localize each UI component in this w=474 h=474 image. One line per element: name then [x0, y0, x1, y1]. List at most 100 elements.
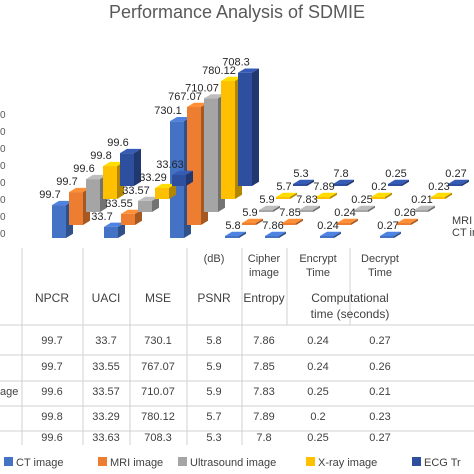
table-header: Time	[368, 267, 392, 279]
bar-top	[259, 205, 280, 210]
data-label: 708.3	[222, 57, 250, 69]
axis-tick-label: 0	[0, 110, 6, 121]
bar-side	[462, 179, 469, 186]
depth-label: CT ima	[452, 227, 474, 239]
bar-front	[121, 213, 135, 225]
legend-label: ECG Tr	[424, 457, 461, 469]
table-header: Decrypt	[361, 253, 399, 265]
bar-top	[242, 218, 263, 223]
table-cell: 0.23	[369, 411, 390, 423]
bar-side	[402, 179, 409, 186]
legend-label: X-ray image	[318, 457, 377, 469]
table-cell: 780.12	[141, 411, 175, 423]
table-header: MSE	[145, 291, 171, 305]
data-label: 710.07	[185, 82, 219, 94]
bar-front	[221, 81, 235, 199]
bar	[337, 218, 358, 225]
legend-label: CT image	[16, 457, 63, 469]
bar-top	[448, 179, 469, 184]
bar-top	[337, 218, 358, 223]
data-table-grid	[0, 248, 474, 445]
bar-top	[225, 231, 246, 236]
bar	[354, 205, 375, 212]
table-cell: 99.7	[41, 361, 62, 373]
bar	[172, 170, 193, 186]
axis-tick-label: 0	[0, 195, 6, 206]
bar-side	[135, 209, 142, 225]
data-label: 0.25	[351, 194, 372, 206]
data-label: 99.8	[90, 150, 111, 162]
data-label: 33.57	[122, 185, 150, 197]
table-cell: 5.3	[206, 432, 221, 444]
bar	[282, 218, 303, 225]
table-cell: 7.85	[253, 361, 274, 373]
table-header: Entropy	[243, 291, 284, 305]
bar-top	[320, 231, 341, 236]
legend: CT image MRI image Ultrasound image X-ray i…	[4, 457, 461, 469]
table-cell: 33.7	[95, 335, 116, 347]
table-cell: 33.29	[92, 411, 120, 423]
data-table: (dB) Cipher image Encrypt Time Decrypt Time NPC…	[0, 253, 399, 444]
bar-side	[307, 179, 314, 186]
bar-top	[120, 148, 141, 154]
bar-top	[276, 192, 297, 197]
data-label: 33.7	[91, 211, 112, 223]
table-cell: 0.25	[307, 386, 328, 398]
bar	[293, 179, 314, 186]
bar-front	[371, 197, 385, 199]
bar-top	[52, 200, 73, 206]
table-cell: 767.07	[141, 361, 175, 373]
bar	[448, 179, 469, 186]
table-cell: 0.2	[310, 411, 325, 423]
data-label: 5.8	[225, 220, 240, 232]
bar-side	[445, 192, 452, 199]
axis-tick-label: 0	[0, 212, 6, 223]
bar-front	[204, 98, 218, 212]
data-label: 0.24	[317, 220, 338, 232]
bar	[225, 231, 246, 238]
data-label: 0.27	[445, 168, 466, 180]
bar-top	[333, 179, 354, 184]
bar-front	[104, 226, 118, 238]
table-header: Time	[306, 267, 330, 279]
bar-side	[290, 192, 297, 199]
bar-front	[276, 197, 290, 199]
bar	[414, 205, 435, 212]
data-label: 33.29	[139, 172, 167, 184]
legend-label: Ultrasound image	[190, 457, 276, 469]
bar-side	[368, 205, 375, 212]
table-cell: 708.3	[144, 432, 172, 444]
table-cell: 0.27	[369, 432, 390, 444]
bar-front	[333, 184, 347, 186]
data-label: 730.1	[154, 105, 182, 117]
bar-front	[259, 210, 273, 212]
data-label: 5.9	[242, 207, 257, 219]
bar-side	[273, 205, 280, 212]
bar-top	[86, 174, 107, 180]
legend-swatch	[98, 457, 107, 466]
legend-item: X-ray image	[306, 457, 377, 469]
table-cell: 99.8	[41, 411, 62, 423]
table-row-label: age	[0, 386, 18, 398]
legend-item: Ultrasound image	[178, 457, 276, 469]
axis-tick-label: 0	[0, 144, 6, 155]
data-label: 5.9	[259, 194, 274, 206]
legend-item: MRI image	[98, 457, 163, 469]
bar-side	[169, 183, 176, 199]
bar-side	[152, 196, 159, 212]
table-cell: 730.1	[144, 335, 172, 347]
legend-swatch	[178, 457, 187, 466]
table-cell: 7.89	[253, 411, 274, 423]
bar	[388, 179, 409, 186]
bar-side	[256, 218, 263, 225]
bar-front	[155, 188, 169, 199]
bar-front	[265, 236, 279, 238]
bar-top	[282, 218, 303, 223]
bar-top	[170, 116, 191, 122]
chart-plot	[52, 68, 469, 238]
data-label: 767.07	[168, 91, 202, 103]
bar	[259, 205, 280, 212]
data-label: 33.55	[105, 198, 133, 210]
bar-side	[134, 148, 141, 186]
bar-top	[103, 161, 124, 167]
